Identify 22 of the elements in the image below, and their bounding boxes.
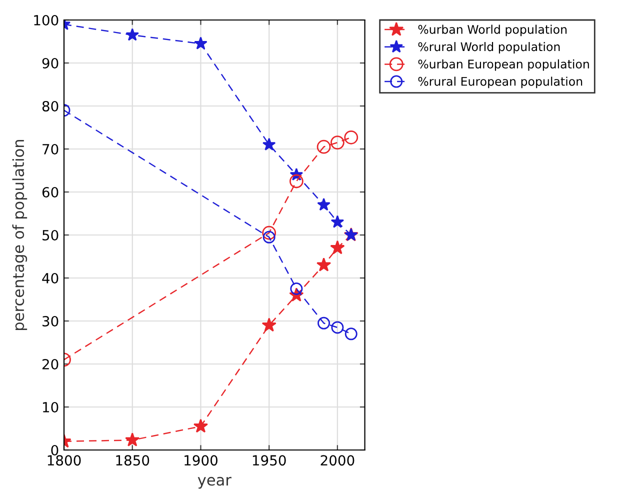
- x-tick-label: 2000: [320, 455, 354, 466]
- y-tick-label: 30: [42, 316, 58, 326]
- y-axis-title: percentage of population: [12, 140, 28, 330]
- y-tick-label: 100: [34, 14, 58, 26]
- x-tick-label: 1850: [116, 455, 150, 466]
- x-axis-title: year: [198, 476, 232, 489]
- legend-label: %rural World population: [418, 42, 560, 54]
- y-tick-label: 70: [42, 144, 58, 154]
- x-tick-label: 1800: [48, 455, 81, 466]
- legend-label: %urban European population: [418, 59, 589, 71]
- y-tick-label: 80: [42, 100, 58, 112]
- y-tick-label: 10: [42, 402, 58, 412]
- y-tick-label: 20: [42, 358, 58, 370]
- legend-label: %urban World population: [418, 24, 567, 36]
- x-tick-label: 1950: [252, 455, 286, 466]
- legend-label: %rural European population: [418, 76, 582, 88]
- y-tick-label: 60: [42, 186, 58, 198]
- x-tick-label: 1900: [184, 455, 218, 466]
- y-tick-label: 50: [42, 230, 58, 240]
- y-tick-label: 0: [51, 444, 58, 456]
- y-tick-label: 90: [42, 58, 58, 68]
- y-tick-label: 40: [42, 272, 58, 284]
